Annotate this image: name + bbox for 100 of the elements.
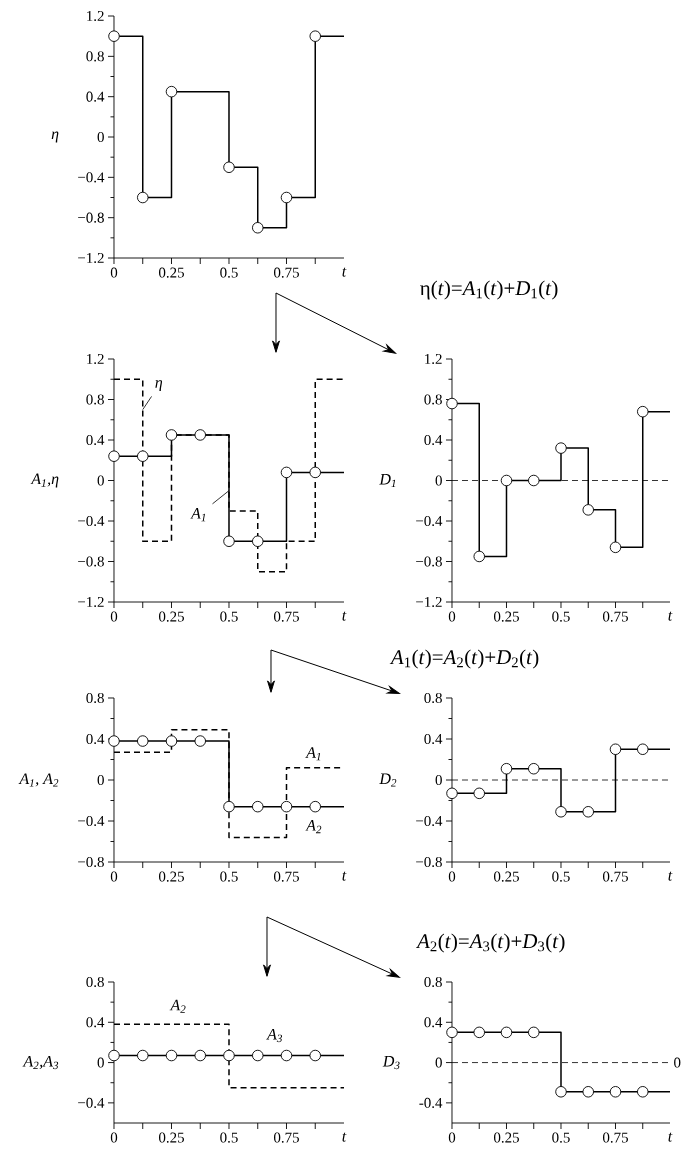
x-tick-label: 0.25 xyxy=(158,611,184,622)
y-tick-label: 0 xyxy=(97,1057,104,1068)
x-axis-title: t xyxy=(668,871,673,881)
x-tick-label: 0.25 xyxy=(158,267,184,278)
annotation: η xyxy=(155,380,162,392)
x-tick-label: 0 xyxy=(110,267,118,278)
x-tick-label: 0.5 xyxy=(552,871,570,882)
x-tick-label: 0.5 xyxy=(220,1132,238,1143)
x-tick-label: 0.75 xyxy=(273,267,299,278)
y-tick-label: −0.8 xyxy=(77,212,104,223)
y-tick-label: −1.2 xyxy=(77,252,104,264)
y-tick-label: −0.8 xyxy=(77,556,104,567)
y-tick-label: 0.8 xyxy=(86,394,104,405)
point xyxy=(280,191,293,204)
y-tick-label: 0 xyxy=(97,475,104,486)
x-tick-label: 0.5 xyxy=(220,611,238,622)
y-axis-title: D$_{3}$ xyxy=(382,1056,400,1070)
ref-line-label: 0 xyxy=(673,1057,681,1068)
point xyxy=(582,806,594,818)
point xyxy=(500,474,513,487)
y-tick-label: 0 xyxy=(97,131,104,143)
x-tick-label: 0.25 xyxy=(158,1132,184,1143)
y-tick-label: 0.8 xyxy=(424,976,442,988)
y-tick-label: −0.4 xyxy=(77,1097,105,1108)
y-tick-label: 1.2 xyxy=(424,353,442,365)
x-tick-label: 0 xyxy=(110,871,118,882)
point xyxy=(446,787,458,800)
point xyxy=(309,466,321,479)
y-tick-label: −1.2 xyxy=(415,596,442,608)
y-tick-label: 0 xyxy=(435,475,442,486)
y-axis-title: D$_{1}$ xyxy=(379,474,396,488)
y-tick-label: 0.8 xyxy=(424,394,442,405)
y-tick-label: −0.8 xyxy=(415,556,442,567)
point xyxy=(223,161,235,174)
x-tick-label: 0 xyxy=(448,871,456,882)
point xyxy=(251,222,264,234)
x-tick-label: 0.25 xyxy=(493,871,519,882)
x-tick-label: 0 xyxy=(110,611,118,622)
annotation: A$_{1}$ xyxy=(190,508,206,522)
x-tick-label: 0.5 xyxy=(552,1132,570,1143)
y-tick-label: −0.4 xyxy=(77,815,105,827)
y-axis-title: η xyxy=(51,131,59,143)
x-tick-label: 0.75 xyxy=(273,1132,299,1143)
point xyxy=(108,30,120,42)
x-tick-label: 0.75 xyxy=(602,611,628,622)
y-tick-label: 0.8 xyxy=(424,692,442,704)
chart-title: η(t)=A$_{1}$(t)+D$_{1}$(t) xyxy=(419,280,558,300)
y-axis-title: D$_{2}$ xyxy=(379,773,397,787)
point xyxy=(165,85,178,98)
x-axis-title: t xyxy=(668,611,673,621)
point xyxy=(280,466,293,479)
x-axis-title: t xyxy=(342,871,347,881)
y-axis-title: A$_{1}$,η xyxy=(30,473,59,488)
point xyxy=(609,743,622,755)
point xyxy=(136,450,149,462)
point xyxy=(609,541,622,554)
point xyxy=(527,762,540,775)
point xyxy=(555,806,567,818)
y-tick-label: 0.8 xyxy=(86,976,104,988)
x-tick-label: 0 xyxy=(448,611,456,622)
x-tick-label: 0.75 xyxy=(273,611,299,622)
point xyxy=(636,405,649,418)
y-tick-label: -0.4 xyxy=(419,1097,443,1108)
point xyxy=(136,191,149,204)
x-tick-label: 0.75 xyxy=(602,1132,628,1143)
y-tick-label: −1.2 xyxy=(77,596,104,608)
y-tick-label: 0 xyxy=(435,774,442,786)
x-axis-title: t xyxy=(342,611,347,621)
y-tick-label: 0 xyxy=(97,774,104,786)
annotation: A$_{1}$ xyxy=(305,747,321,761)
point xyxy=(582,504,594,516)
point xyxy=(500,762,513,775)
x-axis-title: t xyxy=(342,267,347,277)
y-tick-label: 1.2 xyxy=(86,10,104,22)
x-tick-label: 0.25 xyxy=(493,1132,519,1143)
y-tick-label: 0.4 xyxy=(424,434,443,446)
y-tick-label: 0.8 xyxy=(86,692,104,704)
point xyxy=(108,450,120,462)
x-tick-label: 0.5 xyxy=(220,267,238,278)
x-tick-label: 0.75 xyxy=(273,871,299,882)
y-tick-label: 0.4 xyxy=(86,733,105,745)
x-tick-label: 0 xyxy=(448,1132,456,1143)
chart-title: A$_{2}$(t)=A$_{3}$(t)+D$_{3}$(t) xyxy=(415,933,565,953)
point xyxy=(223,535,235,548)
point xyxy=(446,397,458,410)
x-tick-label: 0.75 xyxy=(602,871,628,882)
x-axis-title: t xyxy=(668,1132,673,1142)
y-tick-label: −0.4 xyxy=(415,515,443,527)
annotation: A$_{3}$ xyxy=(266,1028,282,1043)
y-tick-label: 1.2 xyxy=(86,353,104,365)
point xyxy=(527,474,540,487)
y-tick-label: −0.4 xyxy=(77,515,105,527)
annotation: A$_{2}$ xyxy=(305,820,322,834)
y-axis-title: A$_{2}$,A$_{3}$ xyxy=(22,1055,58,1070)
point xyxy=(636,743,649,755)
y-tick-label: 0.4 xyxy=(86,91,105,102)
y-tick-label: −0.8 xyxy=(77,856,104,868)
y-tick-label: 0.4 xyxy=(424,733,443,745)
point xyxy=(555,442,567,454)
y-tick-label: −0.4 xyxy=(415,815,443,827)
